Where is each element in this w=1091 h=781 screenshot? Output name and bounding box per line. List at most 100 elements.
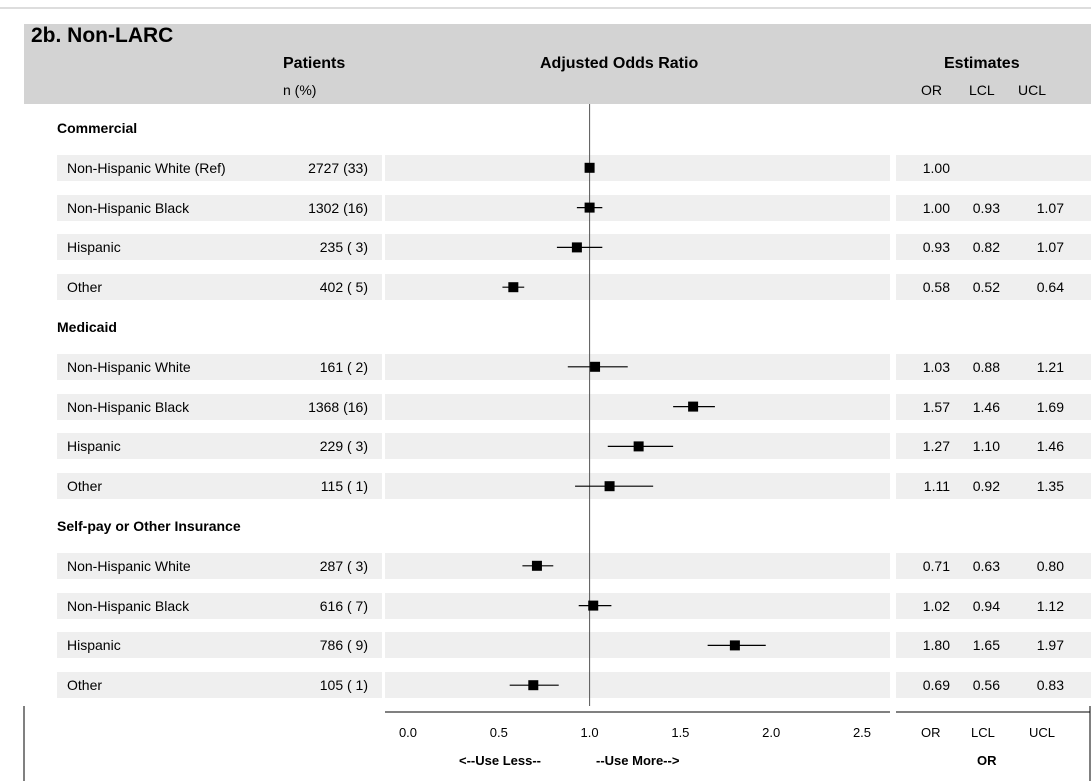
ucl-subheader: UCL xyxy=(1018,82,1047,98)
row-band xyxy=(57,552,382,579)
row-label: Non-Hispanic Black xyxy=(67,597,190,614)
lcl-value: 0.94 xyxy=(972,597,1000,614)
patients-count: 1368 (16) xyxy=(308,398,368,415)
row-band xyxy=(57,433,382,460)
footer-ucl: UCL xyxy=(1029,725,1056,740)
or-value: 1.11 xyxy=(923,478,950,495)
or-value: 1.00 xyxy=(922,199,950,216)
row-band xyxy=(57,274,382,301)
row-label: Hispanic xyxy=(67,239,121,256)
group-label: Self-pay or Other Insurance xyxy=(57,518,241,534)
or-subheader: OR xyxy=(921,82,942,98)
lcl-value: 1.65 xyxy=(972,637,1000,654)
row-band xyxy=(896,632,1091,659)
or-point xyxy=(571,242,582,253)
or-point xyxy=(729,640,740,651)
row-band xyxy=(896,592,1091,619)
row-band xyxy=(385,393,890,420)
row-label: Other xyxy=(67,677,103,694)
row-band xyxy=(57,234,382,261)
lcl-value: 0.63 xyxy=(972,557,1000,574)
or-value: 0.69 xyxy=(922,677,950,694)
row-band xyxy=(896,393,1091,420)
ucl-value: 1.07 xyxy=(1036,239,1064,256)
row-label: Other xyxy=(67,279,103,296)
header-band xyxy=(24,24,1091,104)
row-label: Other xyxy=(67,478,103,495)
use-more-label: --Use More--> xyxy=(596,753,680,768)
footer-or-bold: OR xyxy=(977,753,997,768)
ucl-value: 0.64 xyxy=(1036,279,1064,296)
row-band xyxy=(896,552,1091,579)
or-value: 1.57 xyxy=(922,398,950,415)
patients-count: 235 ( 3) xyxy=(319,239,368,256)
row-band xyxy=(896,234,1091,261)
row-band xyxy=(385,194,890,221)
x-tick-label: 1.5 xyxy=(671,725,690,740)
page-title: 2b. Non-LARC xyxy=(31,24,174,47)
or-point xyxy=(590,361,601,372)
row-band xyxy=(896,473,1091,500)
patients-count: 786 ( 9) xyxy=(319,637,368,654)
or-value: 1.80 xyxy=(922,637,950,654)
patients-count: 161 ( 2) xyxy=(319,358,368,375)
row-band xyxy=(57,473,382,500)
or-point xyxy=(588,600,599,611)
patients-count: 1302 (16) xyxy=(308,199,368,216)
row-band xyxy=(57,592,382,619)
or-value: 1.02 xyxy=(922,597,950,614)
x-tick-label: 0.5 xyxy=(489,725,508,740)
patients-count: 105 ( 1) xyxy=(319,677,368,694)
row-label: Non-Hispanic White xyxy=(67,557,191,574)
row-label: Non-Hispanic Black xyxy=(67,398,190,415)
row-band xyxy=(57,154,382,181)
row-label: Hispanic xyxy=(67,438,121,455)
lcl-value: 0.93 xyxy=(972,199,1000,216)
patients-count: 115 ( 1) xyxy=(320,478,368,495)
or-value: 1.00 xyxy=(922,159,950,176)
row-band xyxy=(896,672,1091,699)
row-band xyxy=(896,433,1091,460)
lcl-value: 0.52 xyxy=(972,279,1000,296)
row-label: Non-Hispanic White xyxy=(67,358,191,375)
ucl-value: 1.69 xyxy=(1036,398,1064,415)
row-band xyxy=(896,274,1091,301)
lcl-value: 1.10 xyxy=(972,438,1000,455)
row-band xyxy=(57,393,382,420)
footer-or: OR xyxy=(921,725,941,740)
group-label: Medicaid xyxy=(57,319,117,335)
or-point xyxy=(584,162,595,173)
or-point xyxy=(688,401,699,412)
or-point xyxy=(531,560,542,571)
row-band xyxy=(385,154,890,181)
or-point xyxy=(508,282,519,293)
or-value: 1.03 xyxy=(922,358,950,375)
row-label: Non-Hispanic Black xyxy=(67,199,190,216)
ucl-value: 1.07 xyxy=(1036,199,1064,216)
row-band xyxy=(385,592,890,619)
or-point xyxy=(584,202,595,213)
lcl-value: 1.46 xyxy=(972,398,1000,415)
group-label: Commercial xyxy=(57,120,138,136)
or-point xyxy=(528,680,539,691)
x-tick-label: 0.0 xyxy=(398,725,418,740)
ucl-value: 0.80 xyxy=(1036,557,1064,574)
row-band xyxy=(57,672,382,699)
row-band xyxy=(57,194,382,221)
or-point xyxy=(633,441,644,452)
row-band xyxy=(385,274,890,301)
row-label: Hispanic xyxy=(67,637,121,654)
patients-count: 287 ( 3) xyxy=(319,557,368,574)
patients-count: 616 ( 7) xyxy=(319,597,368,614)
estimates-header: Estimates xyxy=(944,55,1020,72)
ucl-value: 1.97 xyxy=(1036,637,1064,654)
or-value: 1.27 xyxy=(922,438,950,455)
ucl-value: 0.83 xyxy=(1036,677,1064,694)
lcl-subheader: LCL xyxy=(969,82,995,98)
patients-subheader: n (%) xyxy=(283,82,317,98)
or-value: 0.71 xyxy=(922,557,950,574)
row-band xyxy=(896,353,1091,380)
ucl-value: 1.46 xyxy=(1036,438,1064,455)
